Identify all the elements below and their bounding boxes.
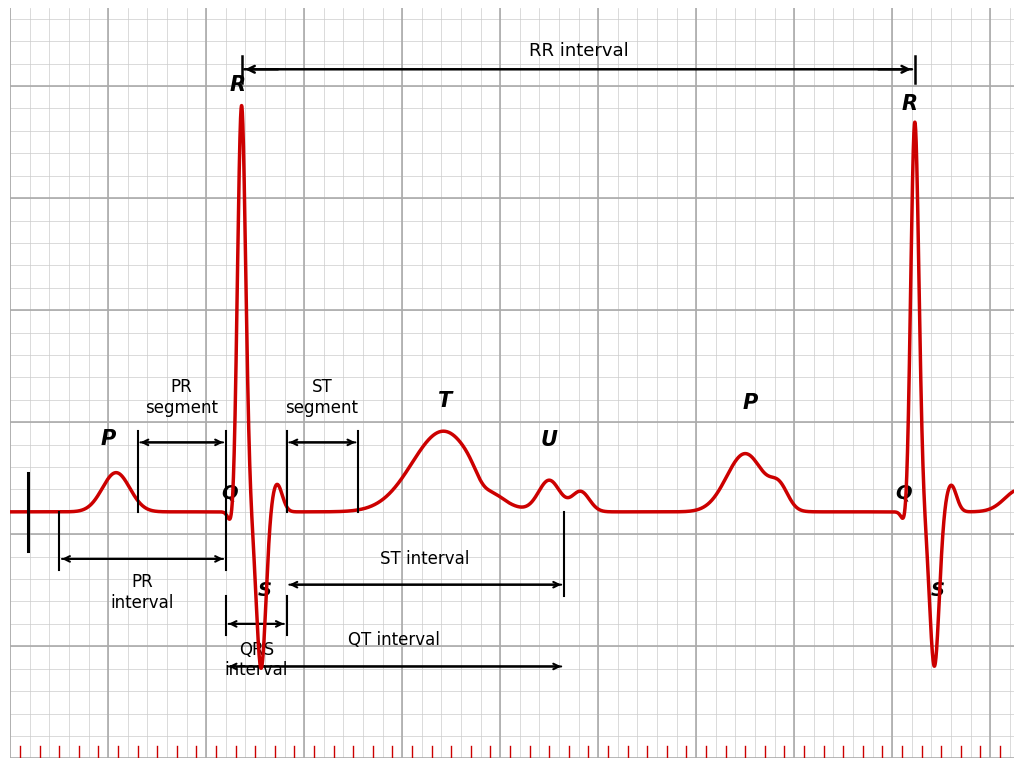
Text: ST interval: ST interval	[380, 550, 469, 568]
Text: ST
segment: ST segment	[286, 378, 358, 417]
Text: Q: Q	[896, 484, 912, 503]
Text: PR
segment: PR segment	[145, 378, 218, 417]
Text: QRS
interval: QRS interval	[224, 640, 288, 679]
Text: S: S	[258, 581, 272, 601]
Text: R: R	[902, 94, 918, 114]
Text: U: U	[541, 430, 558, 450]
Text: R: R	[229, 75, 246, 95]
Text: T: T	[438, 391, 453, 411]
Text: QT interval: QT interval	[348, 630, 440, 649]
Text: PR
interval: PR interval	[111, 574, 174, 612]
Text: S: S	[931, 581, 944, 601]
Text: P: P	[100, 429, 116, 449]
Text: P: P	[742, 393, 758, 413]
Text: RR interval: RR interval	[528, 42, 629, 61]
Text: Q: Q	[221, 484, 238, 503]
